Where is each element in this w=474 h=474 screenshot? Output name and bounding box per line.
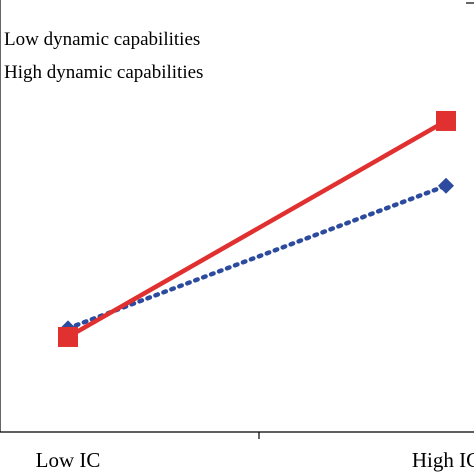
legend: Low dynamic capabilities High dynamic ca… <box>4 29 203 83</box>
marker-low-dynamic-capabilities-high-ic <box>438 177 454 194</box>
series-line-high-dynamic-capabilities <box>66 119 448 339</box>
x-tick-label-high-ic: High IC <box>412 448 474 472</box>
marker-high-dynamic-capabilities-high-ic <box>436 110 456 131</box>
legend-label-low-dynamic-capabilities: Low dynamic capabilities <box>4 29 200 50</box>
plot-area <box>58 110 456 347</box>
legend-label-high-dynamic-capabilities: High dynamic capabilities <box>4 62 203 83</box>
series-line-low-dynamic-capabilities <box>65 183 449 331</box>
axes <box>0 0 474 439</box>
x-tick-label-low-ic: Low IC <box>36 448 101 472</box>
marker-high-dynamic-capabilities-low-ic <box>58 326 78 347</box>
x-tick-labels: Low IC High IC <box>36 448 474 472</box>
series-markers-high-dynamic-capabilities <box>58 110 456 347</box>
